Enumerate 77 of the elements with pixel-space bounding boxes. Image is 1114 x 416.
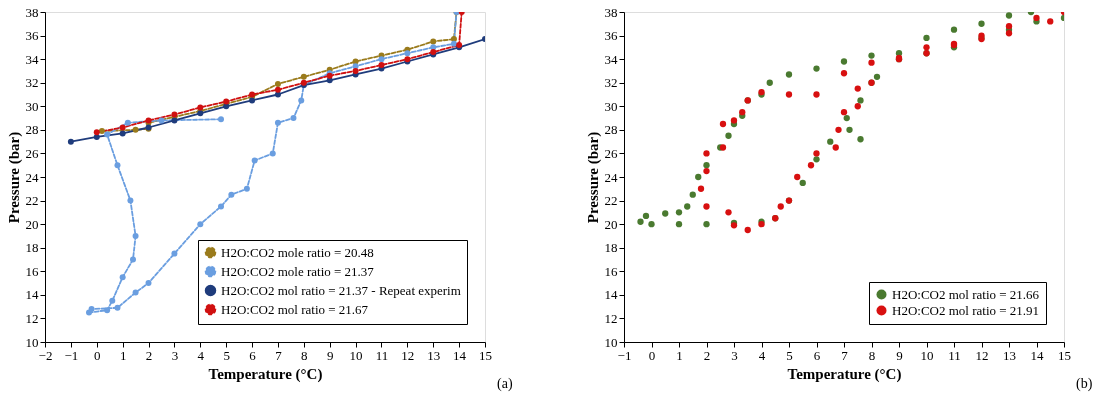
y-tick-label: 16 [604, 263, 618, 279]
x-tick-label: 7 [841, 347, 849, 363]
legend-label: H2O:CO2 mol ratio = 21.67 [221, 301, 369, 317]
x-axis-title: Temperature (°C) [208, 365, 323, 383]
y-tick-label: 30 [25, 98, 39, 114]
y-tick-label: 18 [604, 240, 618, 256]
y-tick-label: 12 [25, 310, 39, 326]
y-tick-label: 20 [25, 216, 39, 232]
y-tick-label: 34 [25, 51, 39, 67]
y-tick-label: 12 [604, 310, 618, 326]
y-tick-label: 38 [604, 4, 618, 20]
y-tick-label: 10 [25, 334, 39, 350]
text: (b) [1076, 376, 1093, 392]
y-tick-label: 14 [25, 287, 39, 303]
y-tick-label: 32 [25, 75, 39, 91]
x-tick-label: 1 [676, 347, 683, 363]
y-axis-title: Pressure (bar) [5, 131, 23, 224]
x-tick-label: 10 [920, 347, 934, 363]
x-tick-label: 4 [758, 347, 766, 363]
y-tick-label: 36 [604, 28, 618, 44]
y-tick-label: 24 [25, 169, 39, 185]
x-tick-label: 2 [703, 347, 711, 363]
x-tick-label: 3 [731, 347, 738, 363]
x-tick-label: 5 [223, 347, 230, 363]
x-tick-label: 14 [453, 347, 467, 363]
x-tick-label: 12 [975, 347, 989, 363]
x-tick-label: 15 [1058, 347, 1071, 363]
y-tick-label: 14 [604, 287, 618, 303]
x-tick-label: −1 [617, 347, 632, 363]
y-tick-label: 34 [604, 51, 618, 67]
x-tick-label: 4 [197, 347, 205, 363]
legend-label: H2O:CO2 mol ratio = 21.66 [892, 286, 1040, 302]
legend-label: H2O:CO2 mole ratio = 20.48 [221, 244, 374, 260]
x-tick-label: 14 [1030, 347, 1044, 363]
y-tick-label: 26 [25, 145, 39, 161]
legend-label: H2O:CO2 mol ratio = 21.91 [892, 302, 1040, 318]
legend-label: H2O:CO2 mol ratio = 21.37 - Repeat experim [221, 282, 461, 298]
x-tick-label: −1 [64, 347, 79, 363]
x-tick-label: 8 [301, 347, 308, 363]
x-tick-label: 11 [375, 347, 389, 363]
x-tick-label: 8 [868, 347, 876, 363]
legend-label: H2O:CO2 mole ratio = 21.37 [221, 263, 375, 279]
x-tick-label: 13 [1003, 347, 1016, 363]
y-tick-label: 26 [604, 145, 618, 161]
x-tick-label: 3 [171, 347, 179, 363]
y-tick-label: 28 [604, 122, 618, 138]
y-tick-label: 24 [604, 169, 618, 185]
x-tick-label: 9 [326, 347, 334, 363]
x-tick-label: 6 [249, 347, 257, 363]
x-tick-label: 0 [94, 347, 101, 363]
x-tick-label: 13 [427, 347, 441, 363]
y-tick-label: 28 [25, 122, 39, 138]
y-tick-label: 10 [604, 334, 618, 350]
x-tick-label: −2 [38, 347, 53, 363]
x-tick-label: 11 [948, 347, 961, 363]
x-tick-label: 12 [401, 347, 415, 363]
x-tick-label: 9 [896, 347, 903, 363]
x-tick-label: 5 [786, 347, 793, 363]
text: (a) [497, 376, 513, 392]
y-tick-label: 22 [604, 193, 618, 209]
x-tick-label: 0 [648, 347, 656, 363]
y-tick-label: 30 [604, 98, 618, 114]
y-tick-label: 32 [604, 75, 618, 91]
y-tick-label: 22 [25, 193, 39, 209]
x-tick-label: 2 [145, 347, 153, 363]
y-tick-label: 38 [25, 4, 39, 20]
x-tick-label: 15 [479, 347, 492, 363]
y-tick-label: 20 [604, 216, 618, 232]
y-tick-label: 16 [25, 263, 39, 279]
y-tick-label: 36 [25, 28, 39, 44]
x-tick-label: 7 [275, 347, 283, 363]
y-tick-label: 18 [25, 240, 39, 256]
x-tick-label: 10 [349, 347, 363, 363]
x-axis-title: Temperature (°C) [787, 365, 902, 383]
y-axis-title: Pressure (bar) [584, 131, 602, 224]
x-tick-label: 1 [119, 347, 127, 363]
x-tick-label: 6 [813, 347, 821, 363]
